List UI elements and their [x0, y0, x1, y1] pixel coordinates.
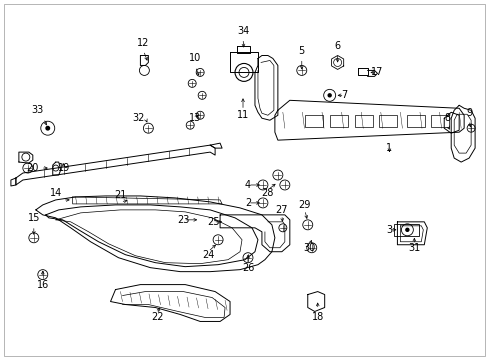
- Bar: [407, 115, 425, 127]
- Text: 5: 5: [298, 45, 305, 55]
- Bar: [354, 115, 372, 127]
- Bar: [379, 115, 397, 127]
- Text: 18: 18: [311, 312, 323, 323]
- Text: 27: 27: [275, 205, 287, 215]
- Text: 2: 2: [244, 198, 251, 208]
- Text: 25: 25: [206, 217, 219, 227]
- Text: 24: 24: [202, 250, 214, 260]
- Bar: [304, 115, 322, 127]
- Text: 12: 12: [137, 37, 149, 48]
- Text: 32: 32: [132, 113, 144, 123]
- Text: 28: 28: [261, 188, 274, 198]
- Text: 16: 16: [37, 280, 49, 289]
- Text: 1: 1: [386, 143, 392, 153]
- Text: 15: 15: [27, 213, 40, 223]
- Text: 26: 26: [241, 263, 254, 273]
- Circle shape: [405, 228, 408, 231]
- Text: 33: 33: [32, 105, 44, 115]
- Text: 19: 19: [58, 163, 70, 173]
- Text: 4: 4: [244, 180, 250, 190]
- Text: 20: 20: [26, 163, 39, 173]
- Text: 7: 7: [341, 90, 347, 100]
- Text: 9: 9: [465, 108, 471, 118]
- Text: 17: 17: [370, 67, 383, 77]
- Text: 34: 34: [236, 26, 248, 36]
- Circle shape: [46, 126, 49, 130]
- Bar: [430, 115, 448, 127]
- Text: 10: 10: [189, 54, 201, 63]
- Text: 6: 6: [334, 41, 340, 50]
- Bar: [394, 224, 419, 236]
- Circle shape: [327, 94, 330, 97]
- Text: 31: 31: [407, 243, 420, 253]
- Text: 22: 22: [151, 312, 163, 323]
- Text: 11: 11: [236, 110, 248, 120]
- Text: 3: 3: [386, 225, 392, 235]
- Text: 8: 8: [443, 113, 449, 123]
- Text: 29: 29: [298, 200, 310, 210]
- Bar: [329, 115, 347, 127]
- Text: 14: 14: [49, 188, 61, 198]
- Text: 13: 13: [189, 113, 201, 123]
- Text: 23: 23: [177, 215, 189, 225]
- Text: 21: 21: [114, 190, 126, 200]
- Text: 30: 30: [303, 243, 315, 253]
